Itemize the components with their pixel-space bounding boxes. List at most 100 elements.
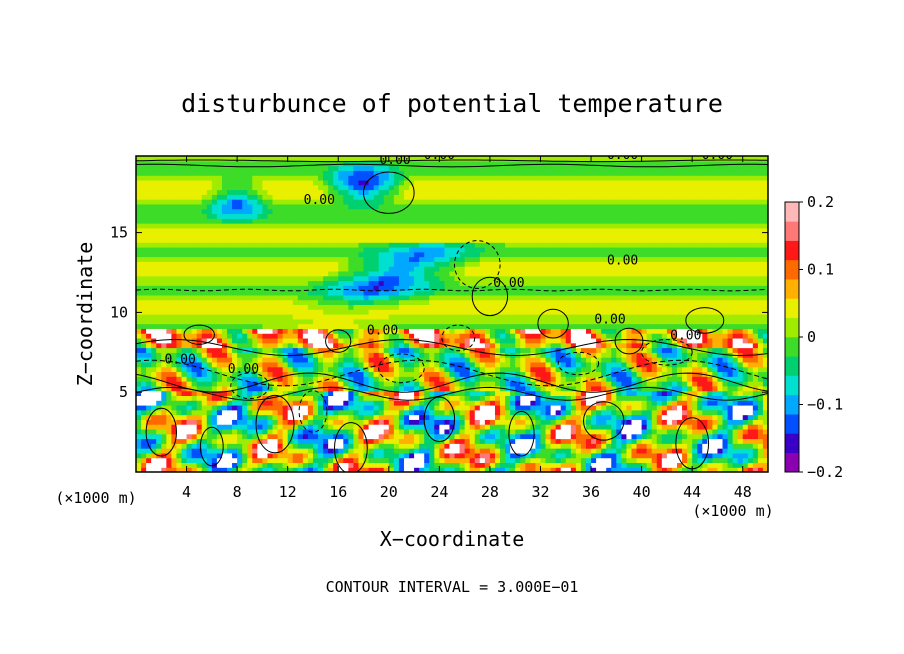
- field-cell: [242, 381, 248, 387]
- field-cell: [616, 290, 622, 296]
- field-cell: [424, 294, 430, 301]
- field-cell: [459, 467, 466, 472]
- field-cell: [631, 404, 638, 411]
- field-cell: [520, 457, 526, 464]
- field-cell: [525, 409, 531, 416]
- field-cell: [500, 285, 506, 291]
- field-cell: [666, 424, 673, 430]
- field-cell: [252, 314, 258, 320]
- field-cell: [692, 409, 698, 416]
- field-cell: [545, 361, 552, 368]
- field-cell: [661, 376, 668, 382]
- field-cell: [707, 414, 713, 420]
- field-cell: [237, 428, 243, 435]
- field-cell: [454, 381, 461, 387]
- field-cell: [171, 376, 178, 382]
- field-cell: [419, 467, 425, 472]
- field-cell: [333, 404, 339, 411]
- field-cell: [454, 467, 461, 472]
- field-cell: [530, 433, 537, 440]
- field-cell: [661, 280, 668, 286]
- field-cell: [434, 424, 440, 430]
- field-cell: [469, 404, 476, 411]
- field-cell: [419, 309, 425, 315]
- field-cell: [575, 309, 582, 315]
- field-cell: [737, 337, 744, 344]
- field-cell: [525, 309, 531, 315]
- field-cell: [474, 309, 481, 315]
- field-cell: [611, 457, 617, 464]
- field-cell: [444, 285, 451, 291]
- field-cell: [687, 314, 693, 320]
- field-cell: [545, 385, 552, 392]
- field-cell: [368, 371, 375, 377]
- field-cell: [338, 304, 344, 310]
- field-cell: [307, 457, 314, 464]
- field-cell: [626, 443, 633, 449]
- field-cell: [176, 294, 183, 301]
- field-cell: [727, 414, 734, 420]
- field-cell: [312, 337, 319, 344]
- field-cell: [489, 395, 496, 401]
- field-cell: [292, 448, 299, 454]
- field-cell: [459, 309, 466, 315]
- field-cell: [414, 347, 420, 353]
- field-cell: [146, 285, 152, 291]
- field-cell: [702, 419, 708, 425]
- field-cell: [262, 314, 269, 320]
- field-cell: [737, 366, 744, 373]
- field-cell: [459, 323, 466, 329]
- field-cell: [211, 318, 218, 325]
- field-cell: [520, 347, 526, 353]
- field-cell: [626, 337, 633, 344]
- field-cell: [626, 428, 633, 435]
- field-cell: [272, 438, 279, 444]
- field-cell: [378, 409, 385, 416]
- field-cell: [515, 443, 521, 449]
- field-cell: [358, 438, 365, 444]
- field-cell: [363, 457, 370, 464]
- field-cell: [221, 376, 228, 382]
- field-cell: [424, 438, 430, 444]
- field-cell: [409, 347, 415, 353]
- field-cell: [580, 390, 587, 396]
- field-cell: [444, 400, 451, 406]
- field-cell: [484, 323, 491, 329]
- field-cell: [166, 438, 172, 444]
- field-cell: [570, 299, 577, 306]
- field-cell: [666, 409, 673, 416]
- field-cell: [575, 467, 582, 472]
- field-cell: [666, 299, 673, 306]
- field-cell: [333, 337, 339, 344]
- field-cell: [383, 285, 390, 291]
- field-cell: [464, 395, 471, 401]
- field-cell: [585, 328, 592, 334]
- field-cell: [388, 457, 395, 464]
- field-cell: [373, 400, 380, 406]
- field-cell: [666, 428, 673, 435]
- field-cell: [414, 428, 420, 435]
- field-cell: [474, 314, 481, 320]
- field-cell: [687, 337, 693, 344]
- field-cell: [414, 448, 420, 454]
- field-cell: [722, 443, 729, 449]
- field-cell: [570, 390, 577, 396]
- field-cell: [318, 457, 324, 464]
- field-cell: [727, 309, 734, 315]
- field-cell: [757, 409, 764, 416]
- field-cell: [257, 347, 263, 353]
- field-cell: [702, 457, 708, 464]
- field-cell: [646, 280, 653, 286]
- field-cell: [687, 347, 693, 353]
- field-cell: [464, 280, 471, 286]
- field-cell: [302, 366, 309, 373]
- field-cell: [201, 361, 208, 368]
- field-cell: [580, 352, 587, 358]
- field-cell: [419, 290, 425, 296]
- field-cell: [489, 337, 496, 344]
- field-cell: [403, 467, 410, 472]
- field-cell: [666, 333, 673, 339]
- field-cell: [489, 342, 496, 349]
- field-cell: [368, 352, 375, 358]
